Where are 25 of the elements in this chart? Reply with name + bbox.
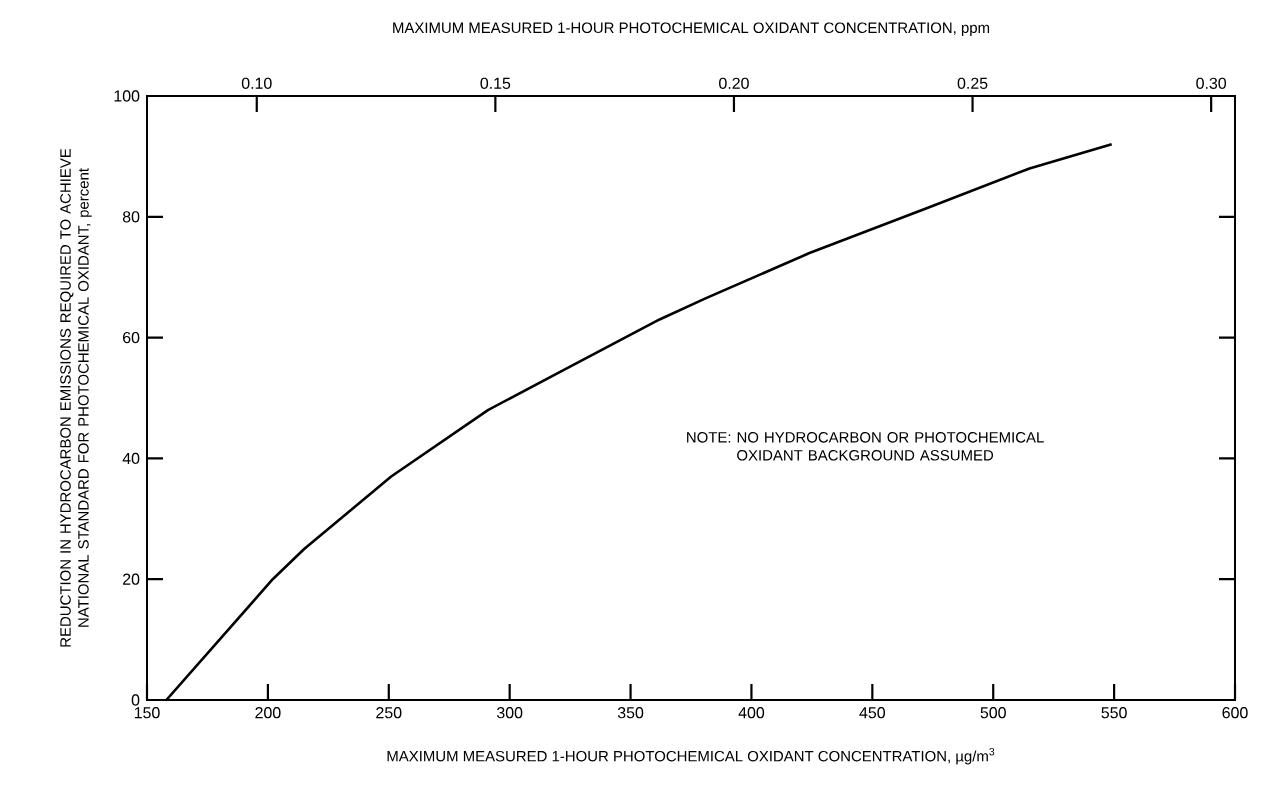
x-tick-label: 550 [1101,707,1127,719]
x2-tick-label: 0.15 [480,77,511,89]
x2-tick-label: 0.10 [241,77,272,89]
x-axis-title: MAXIMUM MEASURED 1-HOUR PHOTOCHEMICAL OXIDANT CONCENTRATION, µg/m$^{3}$ [387,748,995,765]
x-tick-label: 150 [134,707,160,719]
y-tick-label: 60 [123,331,140,344]
x-tick-label: 200 [255,707,281,719]
x2-axis-title: MAXIMUM MEASURED 1-HOUR PHOTOCHEMICAL OXIDANT CONCENTRATION, ppm [393,22,990,36]
x-tick-label: 250 [376,707,402,719]
y-tick-label: 0 [131,694,140,706]
y-tick-label: 40 [122,452,140,465]
x-tick-label: 350 [617,707,644,719]
y-tick-label: 80 [122,211,140,223]
x-tick-label: 300 [496,707,523,719]
x2-tick-label: 0.20 [719,77,749,89]
x2-tick-label: 0.25 [957,77,988,89]
x-tick-label: 450 [859,707,886,719]
x-tick-label: 600 [1222,707,1248,719]
y-tick-label: 100 [114,90,140,102]
x-tick-label: 400 [738,707,765,719]
y-tick-label: 20 [123,573,140,585]
x-tick-label: 500 [980,707,1006,719]
x2-tick-label: 0.30 [1196,77,1227,89]
annotation: NOTE: NO HYDROCARBON OR PHOTOCHEMICAL OXIDANT BACKGROUND ASSUMED [687,432,1044,461]
y-axis-title: REDUCTION IN HYDROCARBON EMISSIONS REQUIRED TO ACHIEVE NATIONAL STANDARD FOR PHOTOCHEMICAL OXIDANT, percent [60,148,92,647]
